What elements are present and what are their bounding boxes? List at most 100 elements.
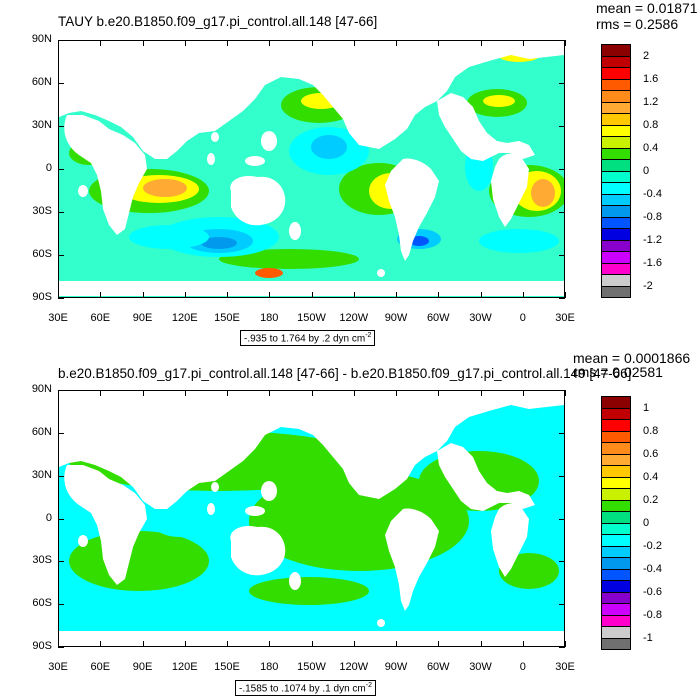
panel2-lon-label: 30W: [469, 661, 492, 673]
panel2-mean: mean = 0.0001866: [573, 350, 691, 366]
panel2-colorbar-label: 0.6: [643, 447, 659, 460]
panel1-lon-tick: [438, 292, 440, 298]
panel1-colorbar-swatch: [601, 285, 631, 298]
panel1-lon-tick: [142, 40, 144, 46]
panel1-lat-label: 90N: [31, 33, 52, 45]
panel2-colorbar-label: -0.4: [643, 562, 662, 575]
panel2-land-africa: [64, 465, 147, 585]
panel1-lat-tick: [559, 126, 565, 127]
panel1-lon-tick: [100, 292, 102, 298]
panel1-lat-tick: [559, 83, 565, 84]
panel2-lon-tick: [480, 390, 482, 396]
panel2-lat-label: 90S: [32, 640, 52, 652]
panel1-colorbar-label: 0.4: [643, 141, 659, 154]
panel2-lat-tick: [559, 604, 565, 606]
panel1-land-island: [261, 131, 277, 151]
panel1-lat-label: 0: [45, 162, 52, 174]
panel1-land-island: [211, 132, 219, 142]
panel1-lon-tick: [565, 40, 566, 46]
panel2-lon-tick: [100, 390, 102, 396]
panel2-land-north: [59, 391, 564, 509]
panel1-map-canvas: [59, 41, 564, 297]
panel1-colorbar-label: 1.2: [643, 95, 659, 108]
panel2-lon-tick: [353, 390, 355, 396]
panel1-lon-tick: [100, 40, 102, 46]
panel1-land-africa: [64, 115, 147, 235]
panel1-lon-tick: [58, 292, 59, 298]
panel2-pos-blob: [249, 577, 369, 605]
panel1-lon-tick: [353, 292, 355, 298]
panel1-lat-tick: [58, 169, 64, 170]
panel1-land-island: [245, 156, 265, 166]
panel2-lon-tick: [522, 641, 524, 647]
panel1-colorbar-label: 1.6: [643, 72, 659, 85]
panel1-land-island: [377, 269, 385, 277]
panel2-map: [58, 390, 565, 647]
panel1-lon-tick: [184, 40, 186, 46]
panel2-lon-tick: [142, 390, 144, 396]
panel2-lon-tick: [227, 390, 228, 396]
panel1-lon-tick: [269, 292, 271, 298]
panel1-lon-tick: [184, 292, 186, 298]
panel1-lon-tick: [311, 292, 313, 298]
panel1-colorbar-label: 0: [643, 164, 650, 177]
panel1-rms: rms = 0.2586: [596, 16, 679, 32]
panel1-lon-tick: [227, 40, 228, 46]
panel1-lon-tick: [396, 292, 397, 298]
panel1-lon-tick: [142, 292, 144, 298]
panel1-land-island: [78, 185, 88, 197]
panel1-lon-label: 150E: [214, 312, 240, 324]
panel2-lat-label: 0: [45, 511, 52, 524]
panel2-land-island: [211, 482, 219, 492]
panel2-lat-label: 60S: [32, 597, 52, 610]
panel2-lat-tick: [559, 390, 565, 391]
panel1-lon-label: 150W: [297, 312, 326, 324]
panel2-colorbar-label: -0.8: [643, 608, 662, 621]
panel2-lon-label: 90W: [384, 661, 408, 673]
panel2-lat-tick: [559, 561, 565, 563]
panel2-lon-tick: [227, 641, 228, 647]
panel2-lat-tick: [58, 604, 64, 606]
panel2-lon-tick: [565, 641, 566, 647]
panel1-colorbar-label: -0.8: [643, 210, 662, 223]
panel1-lat-tick: [58, 126, 64, 127]
panel2-colorbar-label: -0.2: [643, 539, 662, 552]
panel1-contour-info: -.935 to 1.764 by .2 dyn cm-2: [240, 330, 376, 347]
panel1-pos-blob: [255, 268, 283, 278]
panel1-lat-tick: [559, 212, 565, 213]
panel1-lon-tick: [269, 40, 271, 46]
panel1-lon-label: 120W: [339, 312, 369, 324]
panel2-land-island: [289, 572, 301, 590]
panel1-lon-label: 180: [260, 312, 279, 324]
panel1-map: [58, 40, 565, 298]
panel2-lon-label: 180: [260, 661, 279, 673]
panel2-colorbar-label: 1: [643, 401, 650, 414]
panel1-lat-tick: [58, 40, 64, 41]
panel2-neg-blob: [169, 609, 409, 633]
panel2-lat-tick: [58, 390, 64, 391]
panel2-lon-label: 60W: [426, 661, 450, 673]
panel1-lon-label: 30W: [469, 312, 492, 324]
panel2-lon-tick: [396, 641, 397, 647]
panel2-land-island: [261, 481, 277, 501]
panel2-land-island: [377, 619, 385, 627]
panel2-land-island: [245, 506, 265, 516]
panel2-lon-label: 60E: [90, 661, 111, 673]
panel2-lat-tick: [559, 475, 565, 477]
panel2-land: [59, 391, 564, 646]
panel1-lat-tick: [58, 83, 64, 84]
panel1-neg-blob: [479, 229, 559, 253]
panel1-lon-tick: [522, 40, 524, 46]
panel1-pos-blob: [143, 179, 187, 197]
panel1-lat-tick: [58, 298, 64, 299]
panel1-lon-tick: [396, 40, 397, 46]
panel1-neg-blob: [129, 225, 209, 249]
panel2-title: b.e20.B1850.f09_g17.pi_control.all.148 […: [58, 366, 632, 381]
panel2-lon-tick: [480, 641, 482, 647]
panel2-lon-tick: [311, 641, 313, 647]
panel2-map-canvas: [59, 391, 564, 646]
panel2-lon-tick: [565, 390, 566, 396]
panel1-lon-tick: [58, 40, 59, 46]
panel1-lon-label: 0: [519, 312, 526, 324]
panel2-contour-info-text: -.1585 to .1074 by .1 dyn cm: [239, 683, 366, 695]
